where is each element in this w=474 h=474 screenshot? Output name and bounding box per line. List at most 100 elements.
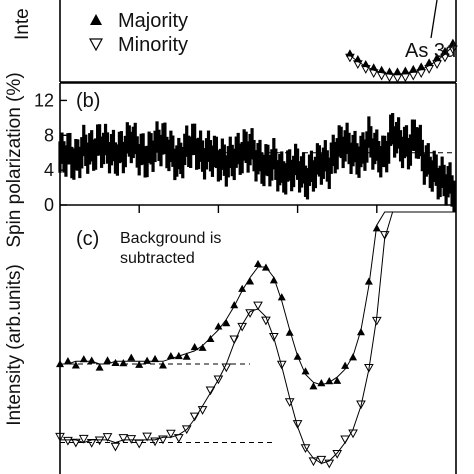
as3d-annotation: As 3d (405, 40, 456, 62)
panel-b-error-bar (434, 154, 438, 186)
panel-b-error-bar (367, 116, 371, 148)
panel-b-error-bar (189, 136, 193, 168)
panel-b-error-bar (355, 143, 359, 175)
panel-b-error-bar (412, 119, 417, 151)
panel-b-error-bar (119, 131, 123, 163)
panel-c-marks (55, 224, 390, 469)
panel-b-error-bar (105, 132, 110, 164)
panel-b-error-bar (117, 131, 121, 164)
panel-c-majority-point (238, 284, 247, 292)
panel-b-error-bar (341, 136, 345, 169)
panel-b-error-bar (363, 139, 367, 171)
panel-b-error-bar (230, 144, 234, 177)
panel-b-error-bar (414, 127, 418, 159)
panel-b-error-bar (68, 132, 72, 165)
panel-b-error-bar (103, 123, 108, 156)
panel-c-minority-point (78, 434, 89, 444)
panel-a-minority-point (345, 53, 355, 63)
panel-b-error-bar (383, 135, 387, 168)
panel-c-majority-point (285, 328, 294, 336)
panel-b-error-bar (294, 143, 298, 176)
panel-b-error-bar (349, 142, 353, 174)
panel-c-minority-point (237, 322, 248, 332)
panel-c-minority-point (253, 301, 263, 311)
panel-c-minority-point (229, 335, 240, 345)
panel-c-ylabel: Intensity (arb.units) (4, 264, 25, 426)
panel-b-error-bar (64, 145, 68, 177)
panel-b-error-bar (123, 135, 127, 168)
panel-c-minority-point (356, 400, 366, 410)
panel-b-error-bar (238, 143, 242, 175)
panel-b-error-bar (96, 124, 100, 156)
panel-c-majority-point (56, 359, 64, 368)
panel-a: Majority Minority As 3d (59, 0, 458, 83)
panel-c-xticks (138, 205, 378, 213)
panel-c-minority-point (55, 432, 65, 442)
panel-c-majority-point (103, 356, 112, 364)
panel-c-minority-point (86, 438, 97, 448)
panel-b-ytick-label: 4 (44, 160, 54, 180)
panel-b-error-bar (90, 130, 94, 162)
panel-b-error-bar (290, 159, 294, 192)
panel-b-error-bar (331, 134, 335, 167)
panel-b-error-bar (250, 128, 254, 160)
panel-c-minority-point (261, 316, 271, 326)
panel-b-error-bar (258, 139, 262, 172)
panel-c-minority-point (94, 436, 105, 446)
legend-majority-label: Majority (118, 10, 188, 32)
panel-b-error-bar (325, 150, 329, 182)
background-note-line2: subtracted (120, 250, 195, 267)
panel-b-error-bar (278, 153, 282, 186)
panel-c-majority-point (95, 363, 104, 371)
panel-b-error-bar (179, 142, 183, 175)
panel-b-error-bar (135, 136, 139, 168)
panel-c-minority-point (245, 309, 255, 318)
panel-b-error-bar (452, 180, 456, 213)
panel-b-error-bar (240, 141, 244, 174)
panel-b-error-bar (163, 122, 167, 154)
panel-c-majority-point (356, 328, 365, 336)
panel-c-majority-point (190, 342, 199, 351)
panel-b-error-bar (357, 146, 361, 178)
panel-b-error-bar (351, 134, 355, 167)
panel-c-majority-point (206, 334, 215, 343)
panel-c-minority-point (371, 316, 382, 326)
panel-b-error-bar (131, 126, 135, 159)
panel-b-error-bar (274, 148, 278, 180)
panel-b-error-bar (244, 131, 248, 164)
panel-c-majority-point (79, 355, 88, 363)
panel-b-label: (b) (76, 90, 100, 112)
panel-a-minority-point (352, 60, 363, 69)
panel-b-error-bar (371, 138, 375, 170)
panel-c-minority-point (324, 459, 335, 469)
panel-c-minority-point (134, 439, 145, 449)
panel-c-majority-point (364, 277, 373, 285)
panel-b-error-bar (335, 138, 339, 170)
panel-c-minority-point (308, 457, 319, 467)
panel-b-error-bar (181, 146, 185, 179)
panel-b-error-bar (345, 122, 349, 155)
panel-b-error-bar (337, 125, 341, 157)
panel-b-error-bar (111, 129, 116, 162)
panel-b-error-bar (353, 130, 357, 163)
panel-a-majority-point (448, 38, 457, 46)
panel-b-error-bar (200, 140, 205, 172)
panel-a-minority-point (400, 73, 411, 83)
panel-b-error-bar (141, 133, 145, 165)
panel-c-minority-point (166, 429, 176, 439)
panel-b-error-bar (389, 114, 393, 146)
panel-c-majority-point (174, 351, 183, 360)
legend-minority-marker (88, 38, 104, 52)
panel-b-error-bar (212, 135, 217, 168)
panel-b-error-bar (402, 126, 407, 159)
panel-b-error-bar (222, 144, 226, 176)
panel-b-error-bar (276, 160, 280, 192)
panel-b-error-bar (444, 174, 448, 206)
panel-c-majority-point (143, 356, 152, 364)
panel-b-error-bar (323, 140, 327, 172)
panel-b-error-bar (127, 125, 131, 157)
legend-minority-label: Minority (118, 34, 188, 56)
panel-b-error-bar (161, 123, 165, 155)
panel-a-minority-point (360, 65, 371, 74)
